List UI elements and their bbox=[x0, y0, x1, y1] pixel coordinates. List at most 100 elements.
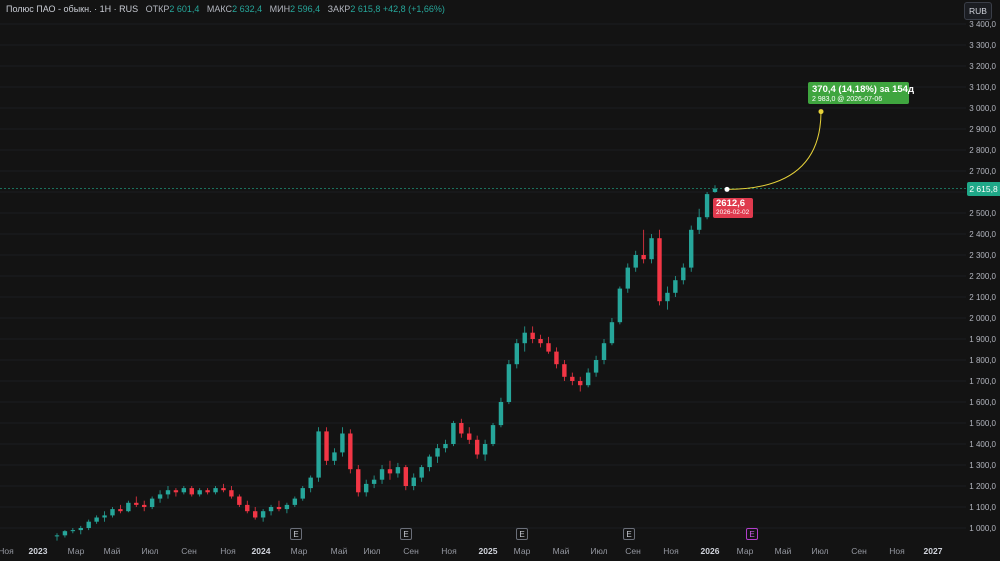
candle-body bbox=[665, 292, 670, 302]
candle-body bbox=[149, 498, 155, 507]
candle bbox=[498, 397, 504, 428]
candle-body bbox=[459, 423, 464, 434]
candle bbox=[237, 494, 242, 507]
candle-body bbox=[617, 288, 623, 323]
candle-body bbox=[593, 360, 599, 373]
candle bbox=[165, 486, 171, 499]
candle bbox=[665, 286, 670, 310]
candle-body bbox=[585, 372, 591, 386]
candle-body bbox=[245, 504, 250, 512]
candle-body bbox=[134, 502, 139, 505]
candle-body bbox=[625, 267, 630, 289]
candle bbox=[704, 192, 710, 220]
candle bbox=[522, 326, 527, 352]
candle-body bbox=[324, 431, 329, 461]
candle-body bbox=[443, 444, 448, 449]
time-tick-label: Мар bbox=[68, 546, 85, 556]
time-tick-label: Мар bbox=[514, 546, 531, 556]
projection-change: 370,4 (14,18%) за 154д bbox=[812, 84, 914, 95]
candle-body bbox=[514, 343, 520, 365]
price-tick-label: 1 600,0 bbox=[969, 398, 996, 407]
time-tick-label: Сен bbox=[625, 546, 641, 556]
time-tick-label: Май bbox=[775, 546, 792, 556]
candle-body bbox=[102, 515, 107, 518]
candle bbox=[268, 504, 274, 516]
price-tick-label: 2 200,0 bbox=[969, 272, 996, 281]
candle-body bbox=[316, 431, 321, 478]
candle bbox=[284, 502, 290, 514]
earnings-marker[interactable]: E bbox=[623, 528, 635, 540]
candle-body bbox=[126, 502, 131, 512]
price-tick-label: 2 700,0 bbox=[969, 167, 996, 176]
time-tick-label: Июл bbox=[590, 546, 607, 556]
symbol-header: Полюс ПАО - обыкн. · 1Н · RUS ОТКР2 601,… bbox=[6, 4, 445, 14]
candle bbox=[435, 444, 440, 463]
candle bbox=[403, 465, 409, 491]
candle bbox=[562, 360, 567, 381]
price-tick-label: 3 400,0 bbox=[969, 20, 996, 29]
close-label: ЗАКР bbox=[327, 4, 351, 14]
candle bbox=[593, 355, 599, 377]
currency-button[interactable]: RUB bbox=[964, 2, 992, 20]
candle-body bbox=[94, 517, 99, 522]
earnings-marker[interactable]: E bbox=[290, 528, 302, 540]
time-tick-label: Июл bbox=[811, 546, 828, 556]
candle-body bbox=[649, 238, 654, 260]
open-value: 2 601,4 bbox=[169, 4, 200, 14]
candle-body bbox=[142, 504, 147, 507]
time-tick-label: 2025 bbox=[479, 546, 498, 556]
candle bbox=[363, 479, 369, 497]
candle bbox=[260, 509, 266, 522]
candle bbox=[451, 420, 456, 447]
time-tick-label: 2027 bbox=[924, 546, 943, 556]
candle bbox=[633, 250, 638, 272]
candle-body bbox=[54, 535, 60, 537]
earnings-marker-future[interactable]: E bbox=[746, 528, 758, 540]
earnings-marker[interactable]: E bbox=[516, 528, 528, 540]
time-tick-label: Мар bbox=[737, 546, 754, 556]
candle-body bbox=[411, 477, 416, 486]
candle-body bbox=[62, 531, 68, 536]
candle bbox=[459, 418, 464, 438]
projection-curve bbox=[726, 111, 822, 190]
price-tick-label: 2 000,0 bbox=[969, 314, 996, 323]
price-tick-label: 1 800,0 bbox=[969, 356, 996, 365]
candle bbox=[276, 500, 282, 512]
candle-body bbox=[451, 423, 456, 444]
candle bbox=[78, 525, 83, 535]
candle bbox=[62, 530, 68, 538]
candle bbox=[173, 488, 179, 497]
candle bbox=[316, 427, 321, 482]
candle bbox=[609, 318, 615, 346]
price-tick-label: 2 300,0 bbox=[969, 251, 996, 260]
price-axis: 3 400,0 3 300,0 3 200,0 3 100,0 3 000,0 2 900… bbox=[969, 20, 996, 533]
candle bbox=[110, 507, 115, 518]
projection-start-dot bbox=[724, 186, 730, 192]
candle-body bbox=[260, 511, 266, 518]
candle bbox=[308, 475, 313, 493]
candle-body bbox=[704, 194, 710, 218]
price-tick-label: 1 400,0 bbox=[969, 440, 996, 449]
current-marker-label[interactable]: 2612,6 2026-02-02 bbox=[713, 198, 753, 218]
chart-grid bbox=[0, 23, 966, 529]
candle-body bbox=[435, 448, 440, 457]
candle-body bbox=[546, 343, 551, 352]
candle bbox=[324, 427, 329, 465]
projection-label[interactable]: 370,4 (14,18%) за 154д 2 983,0 @ 2026-07… bbox=[808, 82, 914, 104]
candle bbox=[657, 229, 662, 306]
price-tick-label: 3 300,0 bbox=[969, 41, 996, 50]
candle-body bbox=[340, 433, 345, 453]
candle-body bbox=[197, 490, 202, 495]
candle-body bbox=[506, 364, 512, 402]
candle-body bbox=[332, 452, 337, 461]
candle-body bbox=[229, 490, 234, 497]
price-tick-label: 2 800,0 bbox=[969, 146, 996, 155]
time-tick-label: Мар bbox=[291, 546, 308, 556]
time-axis: Ноя 2023 Мар Май Июл Сен Ноя 2024 Мар Май Июл Сен Но… bbox=[0, 546, 943, 556]
candle bbox=[467, 427, 472, 444]
price-tick-label: 2 400,0 bbox=[969, 230, 996, 239]
time-tick-label: 2026 bbox=[701, 546, 720, 556]
earnings-marker[interactable]: E bbox=[400, 528, 412, 540]
low-value: 2 596,4 bbox=[290, 4, 321, 14]
